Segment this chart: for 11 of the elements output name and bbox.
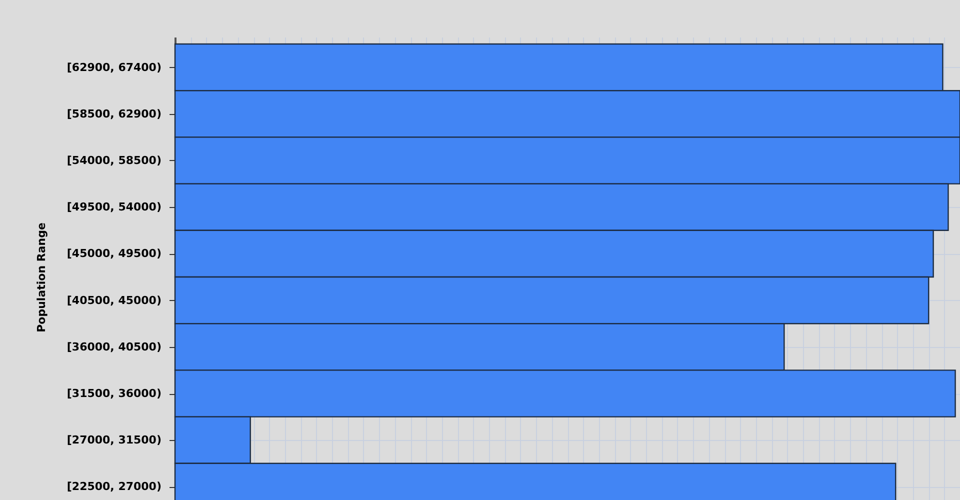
y-tick-label: [58500, 62900) bbox=[66, 107, 162, 120]
y-tick-label: [31500, 36000) bbox=[66, 387, 162, 400]
y-tick-label: [36000, 40500) bbox=[66, 340, 162, 354]
y-tick-label: [22500, 27000) bbox=[66, 480, 162, 494]
y-tick-label: [45000, 49500) bbox=[66, 247, 162, 260]
y-tick-label: [54000, 58500) bbox=[66, 154, 162, 167]
y-tick-label: [27000, 31500) bbox=[66, 434, 162, 447]
y-tick-label: [40500, 45000) bbox=[66, 294, 162, 307]
y-axis-title: Population Range bbox=[34, 222, 48, 332]
y-tick-label: [49500, 54000) bbox=[66, 200, 162, 214]
y-tick-label: [62900, 67400) bbox=[66, 60, 162, 74]
